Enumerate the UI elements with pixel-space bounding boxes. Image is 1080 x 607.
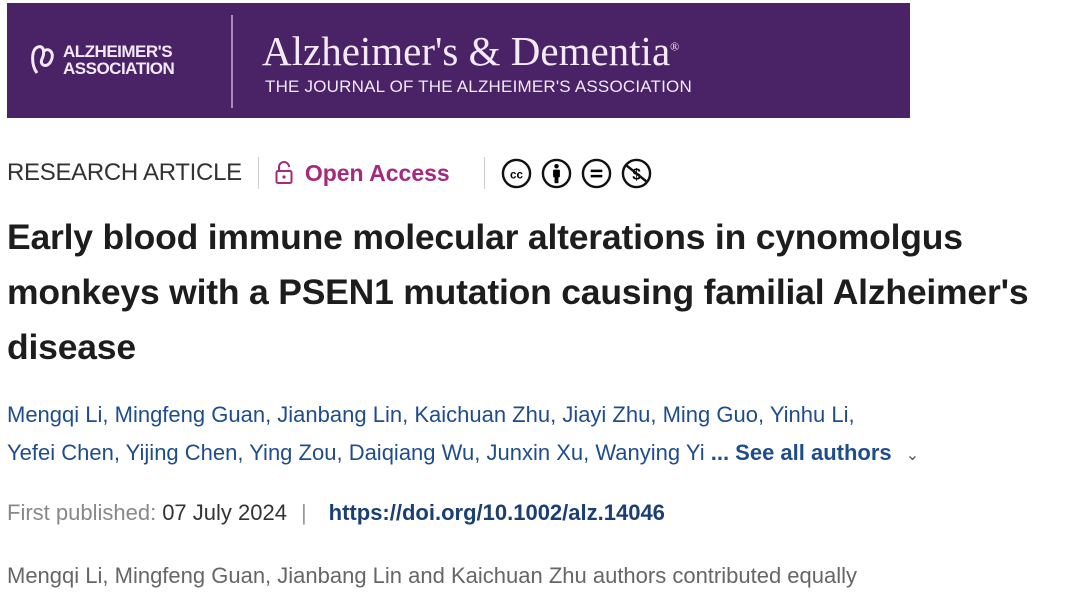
journal-banner[interactable]: ALZHEIMER'S ASSOCIATION Alzheimer's & De… bbox=[7, 3, 910, 118]
divider bbox=[483, 157, 485, 189]
separator: | bbox=[300, 500, 307, 525]
by-attribution-icon[interactable] bbox=[541, 158, 572, 189]
equal-contribution-note: Mengqi Li, Mingfeng Guan, Jianbang Lin a… bbox=[7, 563, 858, 588]
association-logo-icon bbox=[31, 45, 54, 74]
author-link[interactable]: Yefei Chen bbox=[7, 440, 114, 465]
nd-no-derivatives-icon[interactable] bbox=[581, 158, 612, 189]
association-name-line2: ASSOCIATION bbox=[63, 59, 175, 78]
chevron-down-icon: ⌄ bbox=[905, 447, 920, 464]
see-all-authors-label: ... See all authors bbox=[710, 440, 892, 465]
svg-text:cc: cc bbox=[510, 168, 523, 181]
association-name-line1: ALZHEIMER'S bbox=[63, 42, 173, 61]
first-published-label: First published: bbox=[7, 500, 157, 525]
article-title: Early blood immune molecular alterations… bbox=[7, 217, 1029, 367]
publication-info: First published: 07 July 2024 | https://… bbox=[7, 500, 665, 526]
author-link[interactable]: Mengqi Li bbox=[7, 402, 103, 427]
publication-date: 07 July 2024 bbox=[162, 500, 287, 525]
banner-divider bbox=[231, 15, 233, 108]
open-access-label: Open Access bbox=[304, 159, 450, 186]
author-link[interactable]: Yinhu Li bbox=[769, 402, 849, 427]
unlocked-padlock-icon bbox=[275, 161, 293, 184]
author-link[interactable]: Wanying Yi bbox=[595, 440, 705, 465]
see-all-authors-link[interactable]: ... See all authors ⌄ bbox=[711, 440, 919, 465]
article-type: RESEARCH ARTICLE bbox=[7, 159, 242, 186]
cc-icon[interactable]: cc bbox=[501, 158, 532, 189]
alzheimers-association-logo[interactable]: ALZHEIMER'S ASSOCIATION bbox=[29, 42, 175, 78]
journal-title-text: Alzheimer's & Dementia bbox=[262, 28, 671, 74]
author-link[interactable]: Jianbang Lin bbox=[277, 402, 403, 427]
nc-non-commercial-icon[interactable]: $ bbox=[621, 158, 652, 189]
author-link[interactable]: Ming Guo bbox=[662, 402, 758, 427]
journal-subtitle: THE JOURNAL OF THE ALZHEIMER'S ASSOCIATI… bbox=[265, 77, 692, 96]
creative-commons-license[interactable]: cc $ bbox=[501, 158, 652, 189]
doi-link[interactable]: https://doi.org/10.1002/alz.14046 bbox=[328, 500, 665, 525]
author-link[interactable]: Jiayi Zhu bbox=[562, 402, 651, 427]
author-link[interactable]: Kaichuan Zhu bbox=[414, 402, 551, 427]
author-list: Mengqi Li, Mingfeng Guan, Jianbang Lin, … bbox=[7, 402, 920, 465]
author-link[interactable]: Junxin Xu bbox=[486, 440, 584, 465]
open-access-badge[interactable]: Open Access bbox=[275, 160, 450, 187]
author-link[interactable]: Yijing Chen bbox=[125, 440, 238, 465]
journal-title: Alzheimer's & Dementia® bbox=[262, 27, 679, 75]
divider bbox=[257, 157, 259, 189]
registered-mark: ® bbox=[670, 39, 680, 54]
article-meta-bar: RESEARCH ARTICLE Open Access cc $ bbox=[7, 156, 652, 190]
author-link[interactable]: Daiqiang Wu bbox=[348, 440, 475, 465]
author-link[interactable]: Mingfeng Guan bbox=[114, 402, 266, 427]
author-link[interactable]: Ying Zou bbox=[249, 440, 337, 465]
